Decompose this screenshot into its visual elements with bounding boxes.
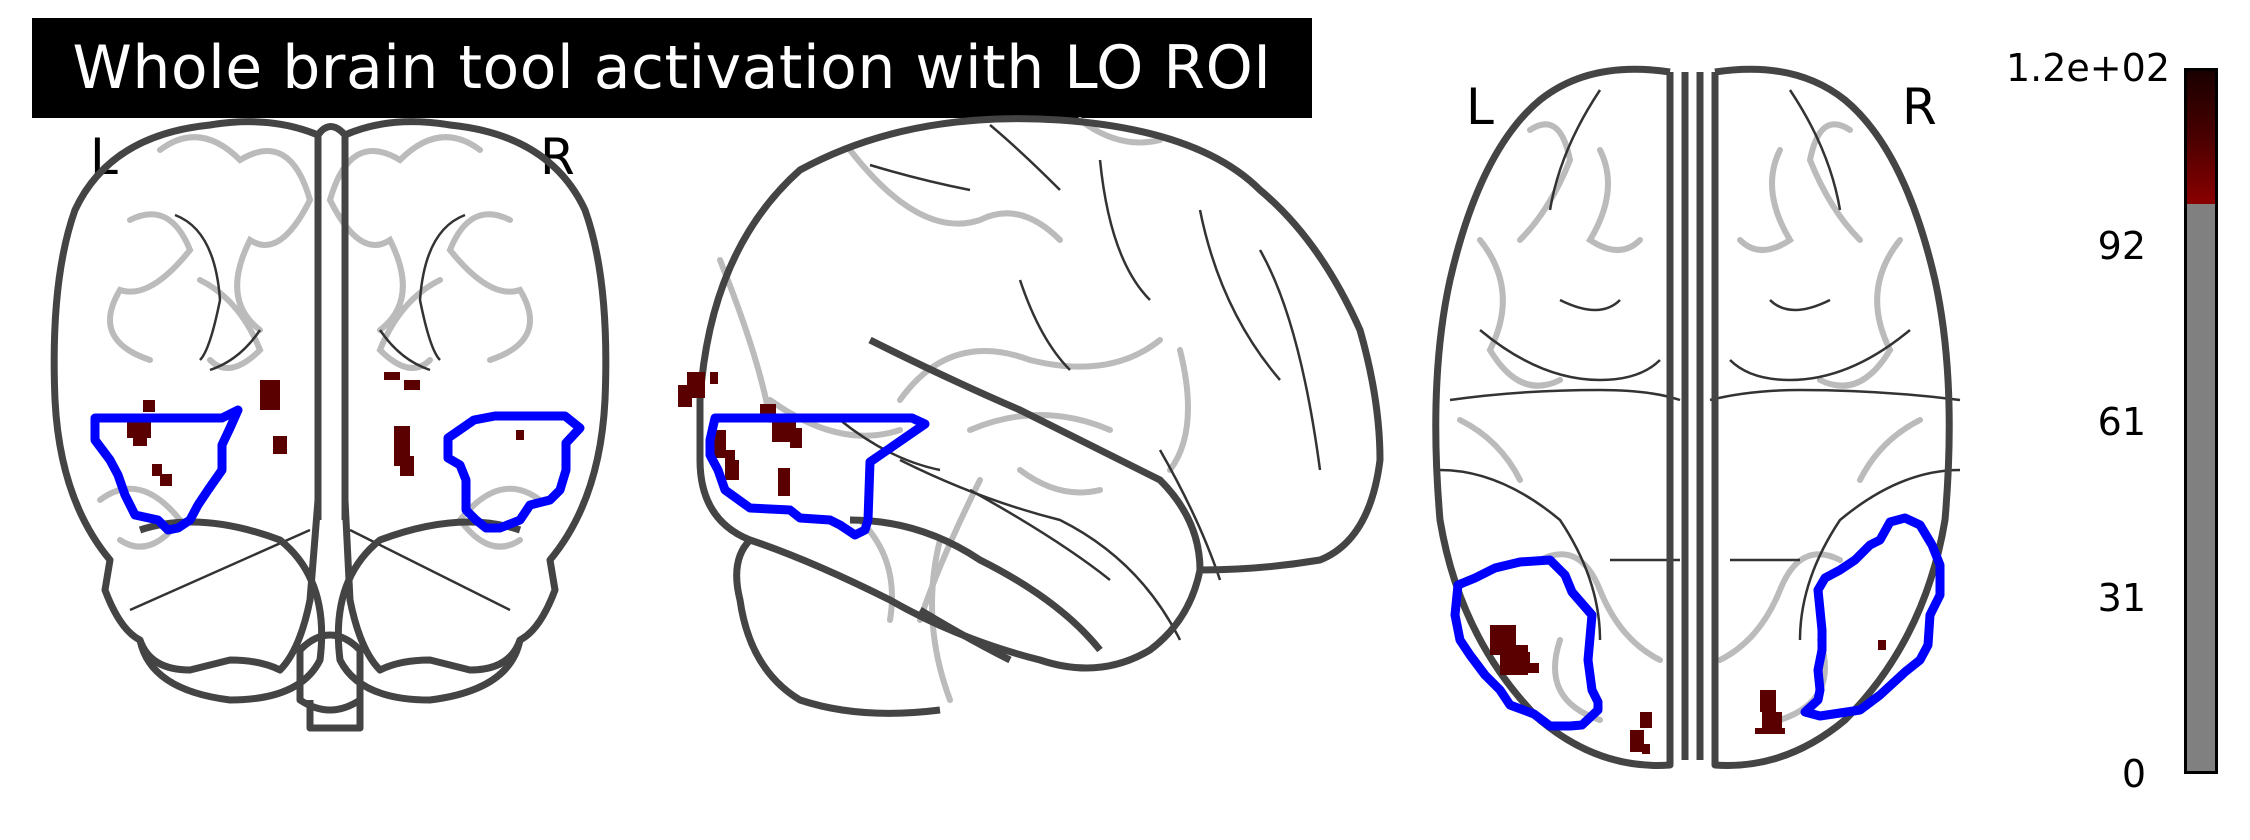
coronal-activations [127,372,524,486]
axial-left-label: L [1466,78,1494,136]
sagittal-roi-outline [705,413,930,540]
sagittal-activations [678,372,802,496]
sagittal-gyri [717,117,1191,703]
axial-activations [1490,625,1886,754]
axial-brain-view [1432,65,1961,769]
colorbar-gray-segment [2187,204,2215,771]
axial-roi-outlines [1450,513,1945,731]
colorbar-tick-max: 1.2e+02 [2005,46,2170,90]
sagittal-outline [696,115,1384,717]
axial-sulci [1439,89,1961,641]
colorbar-tick-0: 0 [2121,752,2146,796]
coronal-roi-outlines [90,405,585,535]
axial-gyri [1457,121,1923,723]
figure-title: Whole brain tool activation with LO ROI [32,18,1312,118]
sagittal-sulci [839,124,1322,641]
colorbar-hot-segment [2187,71,2215,204]
colorbar-tick-61: 61 [2097,400,2146,444]
colorbar-tick-92: 92 [2097,224,2146,268]
sagittal-brain-view [678,115,1384,717]
coronal-brain-view [50,118,610,732]
colorbar [2184,68,2218,774]
colorbar-tick-31: 31 [2097,576,2146,620]
coronal-outline [50,118,610,732]
axial-right-label: R [1902,78,1937,136]
